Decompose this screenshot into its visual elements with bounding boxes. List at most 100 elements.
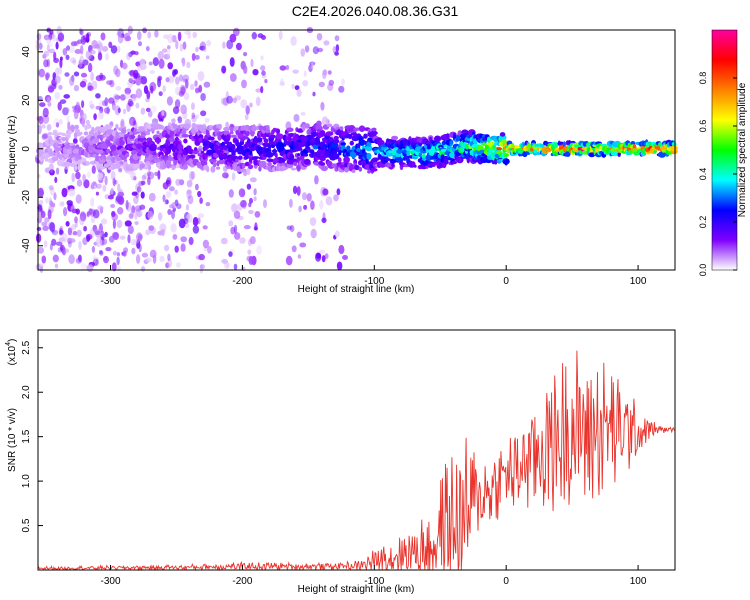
spectrogram-cell [197, 71, 205, 82]
spectrogram-cell [138, 180, 145, 187]
spectrogram-cell [40, 210, 46, 219]
spectrogram-cell [57, 247, 63, 253]
spectrogram-cell [47, 86, 55, 93]
spectrogram-cell [280, 78, 284, 86]
spectrogram-cell [47, 131, 53, 136]
spectrogram-cell [125, 199, 129, 210]
spectrogram-cell [47, 101, 52, 107]
spectrogram-cell [83, 124, 92, 129]
spectrogram-cell [200, 93, 206, 101]
spectrogram-x-label: Height of straight line (km) [298, 284, 415, 295]
spectrogram-cell [296, 88, 302, 97]
spectrogram-cells [35, 25, 678, 274]
spectrogram-cell [59, 58, 63, 69]
spectrogram-cell [69, 162, 75, 167]
spectrogram-cell [145, 97, 150, 103]
snr-multiplier-close: ) [7, 339, 18, 342]
spectrogram-cell [74, 124, 79, 130]
spectrogram-cell [36, 226, 42, 231]
spectrogram-cell [229, 126, 234, 132]
spectrogram-cell [205, 202, 211, 207]
spectrogram-cell [57, 67, 63, 75]
spectrogram-cell [198, 145, 203, 152]
spectrogram-cell [167, 75, 175, 84]
spectrogram-cell [147, 164, 152, 171]
spectrogram-cell [90, 71, 94, 82]
spectrogram-cell [169, 130, 174, 138]
spectrogram-cell [440, 154, 445, 161]
spectrogram-cell [70, 224, 77, 231]
spectrogram-cell [72, 138, 78, 144]
spectrogram-cell [140, 78, 145, 85]
spectrogram-cell [248, 209, 254, 215]
spectrogram-cell [159, 223, 167, 233]
spectrogram-cell [122, 108, 127, 115]
spectrogram-cell [97, 172, 104, 181]
spectrogram-cell [92, 181, 97, 186]
spectrogram-cell [91, 165, 96, 174]
spectrogram-cell [482, 142, 486, 146]
spectrogram-cell [42, 107, 49, 118]
spectrogram-cell [174, 189, 179, 195]
spectrogram-cell [289, 225, 295, 232]
spectrogram-cell [311, 130, 317, 138]
spectrogram-cell [167, 33, 174, 44]
spectrogram-cell [189, 154, 196, 159]
spectrogram-cell [147, 31, 152, 39]
spectrogram-cell [336, 188, 341, 196]
spectrogram-cell [80, 35, 87, 45]
spectrogram-cell [291, 83, 295, 90]
spectrogram-cell [68, 188, 76, 197]
spectrogram-cell [79, 81, 87, 88]
spectrogram-cell [263, 138, 269, 144]
spectrogram-cell [98, 110, 104, 120]
spectrogram-cell [180, 104, 187, 115]
spectrogram-cell [132, 160, 140, 164]
spectrogram-cell [97, 205, 104, 211]
spectrogram-cell [249, 236, 256, 245]
spectrogram-cell [37, 124, 42, 135]
colorbar: 0.0 0.2 0.4 0.6 0.8 Normalized spectral ampl… [698, 29, 748, 276]
spectrogram-cell [293, 161, 298, 167]
spectrogram-cell [315, 252, 322, 262]
snr-multiplier-exp: 4 [5, 342, 12, 346]
spectrogram-cell [75, 171, 81, 180]
snr-x-tick-label: -300 [101, 576, 121, 587]
spectrogram-cell [670, 145, 678, 152]
spectrogram-cell [298, 205, 302, 213]
spectrogram-cell [150, 85, 154, 94]
spectrogram-cell [240, 200, 247, 208]
spectrogram-cell [222, 145, 228, 151]
spectrogram-cell [389, 158, 397, 164]
spectrogram-cell [101, 100, 107, 107]
spectrogram-cell [205, 55, 210, 60]
spectrogram-cell [260, 86, 264, 94]
spectrogram-cell [178, 148, 182, 156]
spectrogram-cell [367, 137, 374, 141]
spectrogram-cell [110, 170, 116, 181]
spectrogram-cell [51, 34, 57, 42]
spectrogram-cell [110, 144, 117, 152]
spectrogram-cell [202, 225, 208, 230]
spectrogram-cell [565, 151, 571, 157]
spectrogram-cell [147, 110, 153, 118]
spectrogram-cell [339, 126, 344, 131]
spectrogram-cell [236, 146, 244, 153]
spectrogram-cell [353, 127, 361, 131]
spectrogram-cell [186, 189, 193, 195]
spectrogram-cell [334, 230, 340, 238]
spectrogram-cell [658, 142, 663, 147]
spectrogram-cell [79, 55, 84, 63]
spectrogram-cell [466, 156, 470, 164]
spectrogram-cell [70, 57, 76, 64]
spectrogram-cell [104, 231, 108, 238]
spectrogram-cell [137, 211, 142, 218]
spectrogram-cell [207, 136, 215, 141]
spectrogram-cell [334, 51, 339, 56]
spectrogram-cell [336, 261, 343, 271]
spectrogram-cell [68, 254, 75, 265]
spectrogram-cell [319, 130, 326, 137]
spectrogram-cell [301, 192, 308, 201]
snr-multiplier-base: (x10 [7, 345, 18, 365]
spectrogram-cell [127, 225, 134, 235]
